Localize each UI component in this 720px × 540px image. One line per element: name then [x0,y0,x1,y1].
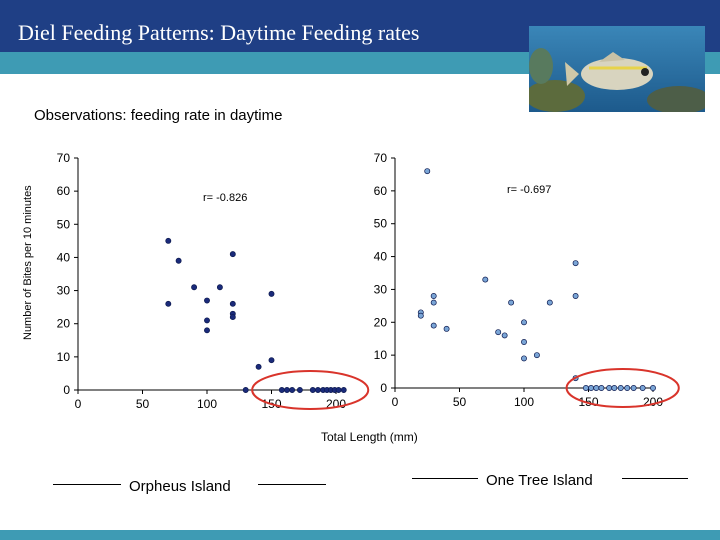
onetree-data-point [521,319,527,326]
onetree-data-point [482,276,489,283]
orpheus-data-point [296,387,303,393]
onetree-correlation: r= -0.697 [507,184,552,196]
orpheus-data-point [340,387,347,393]
onetree-x-tick-label: 0 [392,395,399,409]
orpheus-data-point [216,284,223,291]
orpheus-y-tick-label: 0 [63,383,70,397]
orpheus-island-label: Orpheus Island [129,478,231,495]
orpheus-highlight-ellipse [251,370,370,410]
onetree-data-point [443,325,450,332]
orpheus-y-tick-label: 30 [57,284,71,298]
onetree-data-point [572,293,579,299]
orpheus-data-point [255,363,262,370]
onetree-data-point [611,385,618,391]
footer-bar [0,530,720,540]
orpheus-data-point [309,387,316,393]
onetree-data-point [430,322,437,329]
x-axis-label: Total Length (mm) [321,430,418,444]
onetree-y-tick-label: 50 [374,217,388,231]
orpheus-data-point [229,251,236,258]
orpheus-data-point [204,297,210,304]
orpheus-data-point [165,237,172,244]
onetree-x-tick-label: 50 [453,395,467,409]
slide-title: Diel Feeding Patterns: Daytime Feeding r… [18,20,420,45]
orpheus-data-point [278,387,285,393]
onetree-highlight-ellipse [565,368,680,408]
orpheus-data-point [335,387,342,393]
onetree-data-point [617,385,624,391]
orpheus-y-tick-label: 40 [57,250,71,264]
onetree-x-tick-label: 100 [514,395,534,409]
orpheus-data-point [229,314,236,321]
orpheus-y-tick-label: 20 [57,317,71,331]
onetree-data-point [417,312,424,319]
onetree-data-point [430,299,437,306]
onetree-data-point [546,299,553,306]
orpheus-x-tick-label: 100 [197,397,217,411]
orpheus-rule-left [53,484,121,485]
onetree-rule-left [412,478,478,479]
onetree-data-point [521,355,527,362]
onetree-data-point [650,385,656,391]
onetree-y-tick-label: 60 [374,184,388,198]
orpheus-correlation: r= -0.826 [203,192,248,204]
onetree-data-point [430,293,437,299]
orpheus-data-point [229,300,236,307]
onetree-data-point [508,299,515,306]
onetree-data-point [630,385,637,391]
fish-photo [529,26,705,112]
orpheus-data-point [204,327,210,334]
subtitle: Observations: feeding rate in daytime [34,107,283,124]
onetree-y-tick-label: 70 [374,151,388,165]
onetree-x-tick-label: 150 [578,395,598,409]
orpheus-x-tick-label: 50 [136,397,150,411]
orpheus-data-point [165,300,172,307]
onetree-rule-right [622,478,688,479]
onetree-data-point [501,332,508,339]
onetree-data-point [639,385,646,391]
orpheus-x-tick-label: 0 [75,397,82,411]
onetree-data-point [593,385,600,391]
onetree-data-point [606,385,613,391]
orpheus-y-tick-label: 50 [57,217,71,231]
onetree-data-point [588,385,595,391]
orpheus-y-tick-label: 70 [57,151,71,165]
onetree-data-point [424,168,431,175]
onetree-y-tick-label: 10 [374,348,388,362]
orpheus-data-point [284,387,290,393]
orpheus-data-point [204,317,210,324]
onetree-y-tick-label: 40 [374,250,388,264]
orpheus-data-point [268,290,275,297]
onetree-data-point [598,385,605,391]
onetree-data-point [624,385,631,391]
onetree-y-tick-label: 30 [374,282,388,296]
orpheus-data-point [268,357,275,364]
onetree-data-point [572,260,579,267]
onetree-y-tick-label: 20 [374,315,388,329]
orpheus-rule-right [258,484,326,485]
one-tree-island-label: One Tree Island [486,472,593,489]
orpheus-y-tick-label: 60 [57,184,71,198]
orpheus-data-point [242,387,249,393]
orpheus-data-point [314,387,321,393]
orpheus-y-tick-label: 10 [57,350,71,364]
orpheus-data-point [191,284,198,291]
onetree-data-point [582,385,589,391]
onetree-data-point [533,352,540,359]
onetree-data-point [521,339,527,345]
onetree-data-point [495,329,502,336]
orpheus-data-point [289,387,296,393]
onetree-y-tick-label: 0 [380,381,387,395]
orpheus-data-point [175,257,182,264]
